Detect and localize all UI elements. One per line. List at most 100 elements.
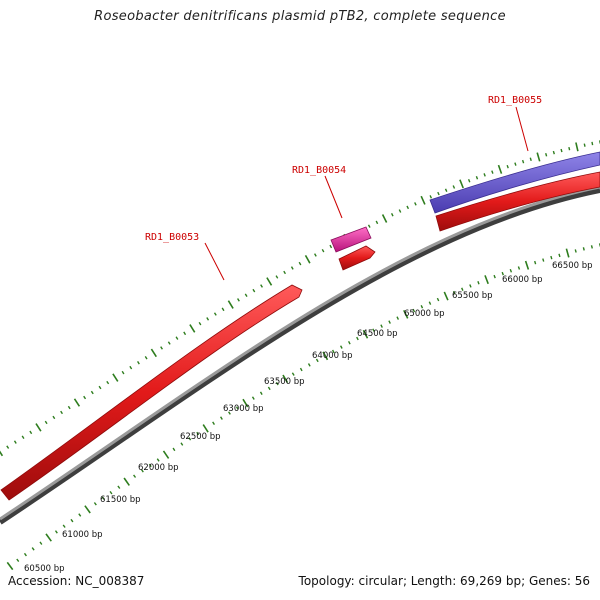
inner-major-tick	[123, 477, 130, 486]
inner-minor-tick	[534, 260, 537, 265]
scale-label: 60500 bp	[24, 564, 65, 574]
outer-minor-tick	[67, 405, 71, 410]
outer-minor-tick	[298, 261, 302, 266]
outer-minor-tick	[406, 205, 410, 210]
inner-minor-tick	[16, 558, 20, 563]
outer-major-tick	[227, 300, 234, 309]
outer-major-tick	[73, 398, 81, 407]
inner-minor-tick	[477, 281, 480, 285]
outer-minor-tick	[206, 317, 210, 321]
inner-minor-tick	[70, 518, 74, 523]
outer-minor-tick	[521, 159, 525, 164]
outer-minor-tick	[560, 148, 563, 153]
outer-major-tick	[112, 373, 119, 382]
inner-minor-tick	[372, 328, 375, 332]
gene-rd1-b0055-segment[interactable]	[435, 171, 600, 232]
map-title: Roseobacter denitrificans plasmid pTB2, …	[94, 9, 506, 24]
outer-major-tick	[35, 423, 42, 432]
gene-label-rd1-b0054[interactable]: RD1_B0054	[292, 165, 346, 176]
inner-major-tick	[403, 309, 409, 319]
outer-minor-tick	[506, 164, 509, 169]
inner-minor-tick	[558, 253, 561, 258]
outer-major-tick	[420, 195, 426, 205]
inner-minor-tick	[339, 345, 343, 349]
inner-major-tick	[565, 248, 570, 258]
outer-major-tick	[304, 255, 311, 264]
inner-minor-tick	[347, 340, 351, 345]
outer-major-tick	[536, 152, 541, 162]
scale-label: 63500 bp	[264, 377, 305, 387]
outer-major-tick	[497, 164, 503, 174]
scale-label: 62000 bp	[138, 463, 179, 473]
inner-minor-tick	[412, 308, 416, 313]
gene-rd1-b0053[interactable]	[0, 284, 303, 501]
outer-minor-tick	[52, 415, 56, 420]
outer-minor-tick	[244, 293, 248, 297]
gene-rd1-b0055[interactable]	[429, 151, 600, 214]
inner-minor-tick	[275, 381, 279, 386]
outer-minor-tick	[252, 288, 256, 293]
inner-minor-tick	[307, 363, 311, 367]
inner-major-tick	[524, 260, 530, 270]
outer-minor-tick	[398, 209, 402, 213]
inner-minor-tick	[109, 491, 113, 495]
inner-major-tick	[84, 505, 91, 514]
outer-minor-tick	[283, 270, 287, 275]
outer-minor-tick	[221, 307, 225, 312]
outer-minor-tick	[175, 336, 179, 340]
outer-minor-tick	[568, 146, 571, 151]
inner-minor-tick	[54, 530, 58, 534]
inner-minor-tick	[493, 274, 496, 279]
outer-minor-tick	[144, 356, 148, 360]
outer-minor-tick	[437, 191, 440, 196]
inner-minor-tick	[380, 324, 383, 328]
outer-minor-tick	[121, 370, 125, 375]
outer-minor-tick	[160, 346, 163, 350]
inner-minor-tick	[315, 358, 319, 363]
outer-minor-tick	[414, 202, 417, 206]
outer-minor-tick	[90, 390, 94, 395]
gene-label-rd1-b0055[interactable]: RD1_B0055	[488, 95, 542, 106]
gene-rd1-b0054-segment[interactable]	[338, 245, 376, 271]
outer-minor-tick	[491, 170, 494, 174]
inner-minor-tick	[517, 266, 521, 270]
outer-minor-tick	[313, 253, 317, 257]
inner-minor-tick	[542, 258, 545, 262]
inner-major-tick	[484, 275, 489, 285]
leader-line-rd1-b0054	[324, 175, 343, 219]
outer-minor-tick	[275, 275, 279, 279]
outer-minor-tick	[444, 188, 448, 192]
inner-major-tick	[162, 450, 170, 459]
inner-minor-tick	[93, 502, 97, 506]
outer-minor-tick	[475, 176, 479, 180]
outer-minor-tick	[467, 179, 471, 183]
inner-major-tick	[362, 329, 369, 339]
scale-labels: 60500 bp 61000 bp 61500 bp 62000 bp 62500 bp…	[24, 261, 593, 574]
gene-label-rd1-b0053[interactable]: RD1_B0053	[145, 232, 199, 243]
inner-minor-tick	[133, 474, 137, 478]
outer-minor-tick	[260, 284, 263, 288]
outer-minor-tick	[390, 212, 394, 217]
inner-minor-tick	[259, 391, 263, 395]
inner-minor-tick	[23, 552, 27, 557]
inner-minor-tick	[428, 301, 432, 305]
inner-minor-tick	[172, 447, 176, 452]
inner-minor-tick	[140, 469, 144, 473]
inner-minor-tick	[436, 297, 440, 302]
inner-minor-tick	[251, 396, 255, 400]
outer-minor-tick	[83, 395, 87, 400]
scale-label: 66500 bp	[552, 261, 593, 271]
outer-minor-tick	[321, 248, 325, 253]
outer-minor-tick	[367, 224, 371, 228]
outer-major-tick	[459, 179, 464, 189]
inner-major-tick	[6, 561, 14, 571]
inner-minor-tick	[31, 547, 35, 551]
gene-rd1-b0054[interactable]	[330, 226, 372, 253]
outer-minor-tick	[429, 195, 433, 199]
inner-minor-tick	[62, 524, 66, 528]
outer-minor-tick	[60, 410, 63, 415]
outer-minor-tick	[137, 361, 140, 365]
outer-minor-tick	[98, 385, 102, 390]
accession-text: Accession: NC_008387	[8, 574, 145, 588]
